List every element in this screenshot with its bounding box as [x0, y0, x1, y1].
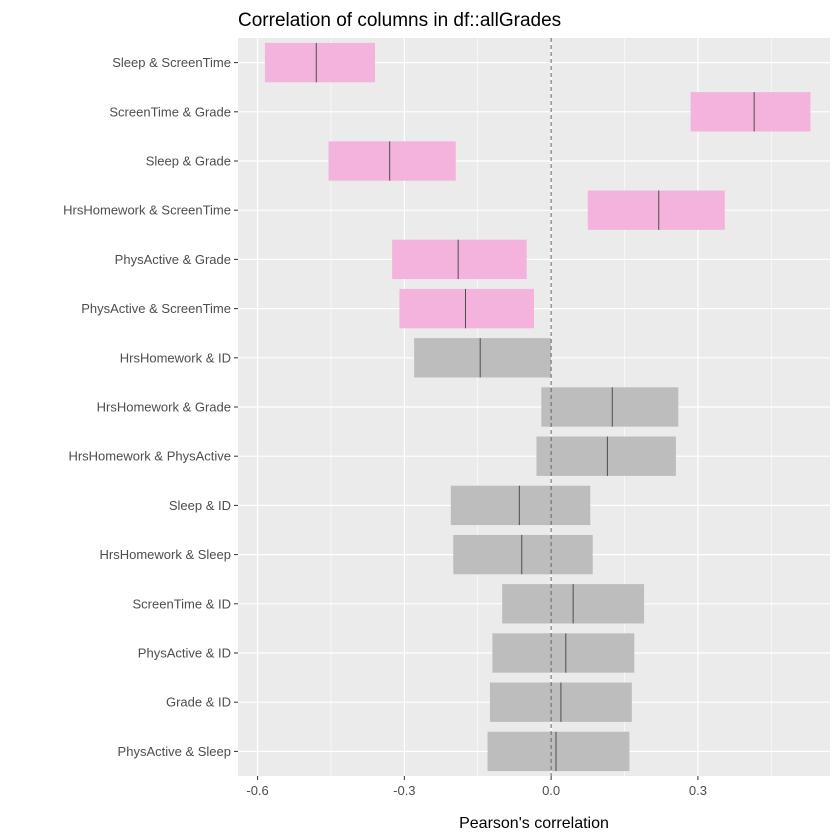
y-tick-label: HrsHomework & ID	[120, 350, 231, 365]
y-tick-label: Sleep & ID	[169, 498, 231, 513]
y-tick-label: ScreenTime & ID	[133, 596, 232, 611]
ci-bar	[541, 387, 679, 427]
y-tick-label: PhysActive & Grade	[115, 252, 231, 267]
bar-layer	[264, 42, 811, 772]
y-tick-label: Sleep & Grade	[146, 154, 231, 169]
ci-bar	[450, 485, 591, 526]
ci-bar	[536, 436, 676, 476]
ci-bar	[587, 190, 725, 230]
ci-bar	[487, 731, 630, 772]
x-tick-label: 0.0	[542, 783, 560, 798]
y-tick-label: Grade & ID	[166, 695, 231, 710]
ci-bar	[492, 633, 635, 673]
ci-bar	[399, 288, 534, 329]
y-tick-label: HrsHomework & Grade	[97, 400, 231, 415]
chart-title: Correlation of columns in df::allGrades	[238, 10, 561, 31]
ci-bar	[453, 534, 593, 575]
y-tick-label: HrsHomework & ScreenTime	[63, 203, 231, 218]
ci-bar	[690, 92, 811, 132]
ci-bar	[328, 141, 456, 181]
y-tick-label: HrsHomework & Sleep	[100, 547, 232, 562]
y-tick-label: PhysActive & Sleep	[118, 744, 231, 759]
y-tick-label: PhysActive & ID	[138, 646, 231, 661]
y-tick-label: PhysActive & ScreenTime	[81, 301, 231, 316]
y-tick-label: HrsHomework & PhysActive	[68, 449, 231, 464]
y-axis: Sleep & ScreenTime ScreenTime & Grade Slee…	[63, 55, 238, 759]
ci-bar	[392, 239, 527, 280]
x-tick-label: 0.3	[689, 783, 707, 798]
y-tick-label: ScreenTime & Grade	[109, 104, 231, 119]
ci-bar	[414, 338, 552, 378]
x-axis: -0.6 -0.3 0.0 0.3	[246, 776, 707, 798]
x-tick-label: -0.3	[393, 783, 415, 798]
x-tick-label: -0.6	[246, 783, 268, 798]
y-tick-label: Sleep & ScreenTime	[112, 55, 231, 70]
ci-bar	[264, 42, 375, 83]
x-axis-label: Pearson's correlation	[459, 815, 609, 832]
